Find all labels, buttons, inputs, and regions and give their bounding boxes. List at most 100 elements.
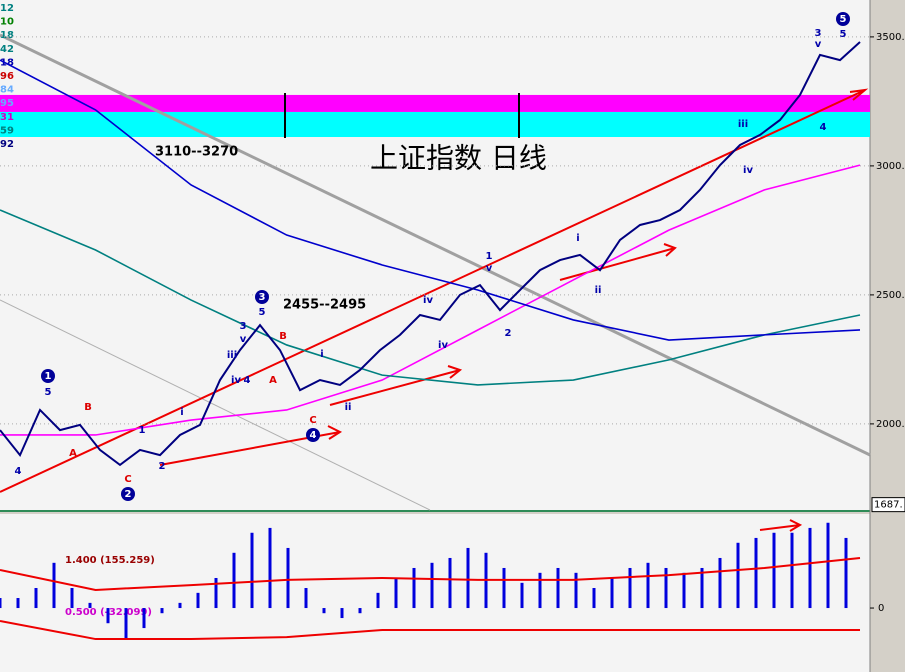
histogram-bar [592,588,596,609]
wave-circle [306,428,320,442]
legend-value: 42 [0,44,14,55]
histogram-bar [466,547,470,609]
histogram-bar [790,532,794,609]
histogram-bar [304,588,308,609]
indicator-label: 1.400 (155.259) [65,555,155,566]
histogram-bar [214,577,218,609]
wave-label: iii [227,350,237,361]
price-pane [0,0,870,510]
histogram-bar [664,567,668,609]
histogram-bar [628,567,632,609]
histogram-bar [754,537,758,609]
histogram-bar [412,567,416,609]
y-tick-label: 2000. [876,419,905,430]
wave-label: iv [423,295,433,306]
indicator-line [0,556,861,591]
histogram-bar [430,562,434,609]
legend-value: 12 [0,3,14,14]
wave-label: 3 [815,28,822,39]
wave-label: iv [743,165,753,176]
legend-value: 18 [0,30,14,41]
wave-label: ii [595,285,602,296]
histogram-bar [520,582,524,609]
wave-label: 1 [486,251,493,262]
histogram-bar [0,598,2,609]
legend-value: 92 [0,139,14,150]
histogram-bar [700,567,704,609]
wave-label: 4 [15,466,22,477]
wave-label: ii [345,402,352,413]
histogram-bar [142,608,146,629]
histogram-bar [232,552,236,609]
histogram-bar [196,592,200,609]
histogram-bar [322,608,326,614]
histogram-bar [70,588,74,609]
y-tick-label: 0 [878,603,884,614]
price-line [0,59,861,341]
histogram-bar [340,608,344,619]
histogram-bar [718,557,722,609]
histogram-bar [610,577,614,609]
y-tick-label: 3500. [876,32,905,43]
price-line [0,209,861,386]
wave-label: 4 [820,122,827,133]
wave-label: 3 [259,292,266,303]
histogram-bar [502,567,506,609]
histogram-bar [124,608,128,639]
wave-label: A [69,448,77,459]
annotation: 2455--2495 [283,298,366,313]
chart-title: 上证指数 日线 [370,142,547,175]
histogram-bar [106,608,110,624]
wave-label: iv [231,375,241,386]
histogram-bar [574,572,578,609]
wave-label: 2 [159,461,166,472]
wave-label: v [240,334,247,345]
wave-label: 2 [125,489,132,500]
histogram-bar [394,577,398,609]
histogram-bar [178,602,182,609]
wave-label: C [124,474,131,485]
price-line [0,164,861,436]
histogram-bar [826,522,830,609]
wave-label: v [486,263,493,274]
histogram-bar [286,547,290,609]
wave-label: i [576,233,579,244]
wave-label: 4 [310,430,317,441]
price-line [0,41,861,467]
indicator-pane [0,514,870,672]
histogram-bar [538,572,542,609]
y-tick-label: 3000. [876,161,905,172]
wave-circle [836,12,850,26]
histogram-bar [646,562,650,609]
wave-label: 3 [240,321,247,332]
histogram-bar [844,537,848,609]
legend-value: 31 [0,112,14,123]
wave-label: 5 [259,307,266,318]
histogram-bar [16,598,20,609]
trend-line [0,299,431,511]
legend-value: 10 [0,17,14,28]
histogram-bar [556,567,560,609]
histogram-bar [448,557,452,609]
trend-line [0,33,871,457]
wave-label: 1 [139,425,146,436]
histogram-bar [160,608,164,614]
histogram-bar [34,588,38,609]
histogram-bar [358,608,362,614]
legend-value: 95 [0,98,14,109]
y-tick-label: 2500. [876,290,905,301]
wave-circle [41,369,55,383]
histogram-bar [682,572,686,609]
wave-label: iii [738,119,748,130]
wave-label: 4 [244,375,251,386]
histogram-bar [808,527,812,609]
wave-label: 5 [45,387,52,398]
wave-label: 1 [45,371,52,382]
legend-value: 96 [0,71,14,82]
wave-label: B [84,402,92,413]
wave-label: i [320,349,323,360]
histogram-bar [88,602,92,609]
wave-label: 5 [840,29,847,40]
wave-label: A [269,375,277,386]
